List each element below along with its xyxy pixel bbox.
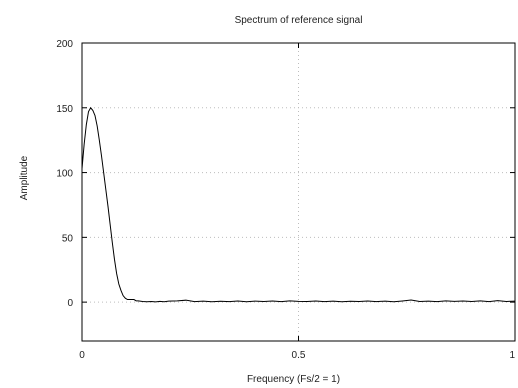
grid	[82, 42, 515, 341]
chart-title: Spectrum of reference signal	[235, 15, 363, 26]
y-axis-ticks: 0 50 100 150 200	[56, 39, 515, 309]
y-axis-label: Amplitude	[19, 155, 30, 200]
y-tick-label: 0	[67, 298, 73, 309]
x-tick-label: 1	[509, 350, 515, 361]
x-tick-label: 0	[79, 350, 85, 361]
x-axis-label: Frequency (Fs/2 = 1)	[247, 374, 340, 385]
y-tick-label: 200	[56, 39, 73, 50]
y-tick-label: 100	[56, 169, 73, 180]
y-tick-label: 150	[56, 104, 73, 115]
y-tick-label: 50	[62, 233, 74, 244]
series-line	[81, 106, 516, 303]
x-tick-label: 0.5	[292, 350, 306, 361]
x-axis-ticks: 0 0.5 1	[79, 43, 516, 361]
